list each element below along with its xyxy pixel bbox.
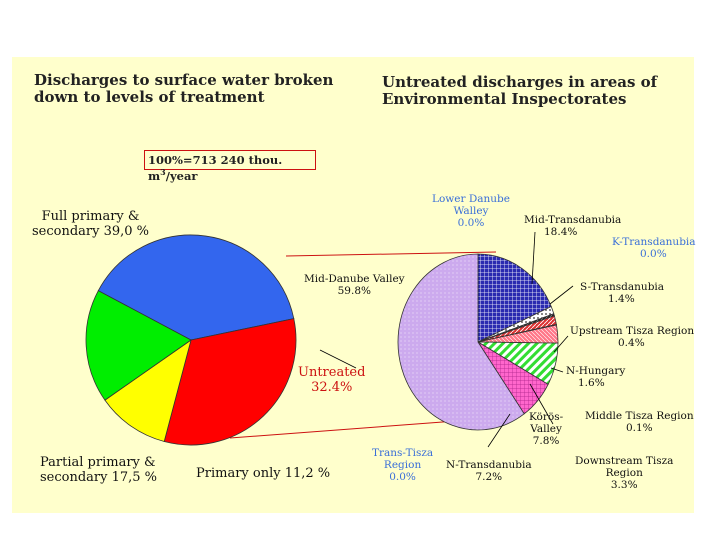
n-transdanubia-leader-line bbox=[487, 413, 511, 448]
slice-partial-primary-secondary-17-5 bbox=[85, 290, 192, 401]
left-title: Discharges to surface water broken down … bbox=[34, 71, 334, 107]
label-k-transdanubia: K-Transdanubia 0.0% bbox=[612, 236, 696, 261]
label-downstream-tisza: Downstream Tisza Region 3.3% bbox=[575, 455, 674, 492]
label-middle-tisza: Middle Tisza Region 0.1% bbox=[585, 410, 694, 435]
unit-note: 100%=713 240 thou. m3/year bbox=[144, 150, 316, 183]
label-upstream-tisza: Upstream Tisza Region 0.4% bbox=[570, 325, 695, 350]
slice-mid-danube-valley bbox=[397, 253, 525, 431]
label-n-transdanubia: N-Transdanubia 7.2% bbox=[446, 459, 532, 484]
s-transdanubia-leader-line bbox=[549, 285, 574, 305]
untreated-leader-line bbox=[319, 349, 357, 369]
mid-transdanubia-leader-line bbox=[531, 231, 536, 285]
treatment-pie bbox=[85, 234, 297, 446]
label-full-primary-secondary: Full primary & secondary 39,0 % bbox=[32, 209, 150, 239]
label-s-transdanubia: S-Transdanubia 1.4% bbox=[580, 281, 665, 306]
n-hungary-leader-line bbox=[550, 367, 564, 373]
inspectorates-pie bbox=[397, 253, 559, 431]
label-lower-danube: Lower Danube Walley 0.0% bbox=[432, 193, 510, 230]
slice-full-primary-secondary-39-0 bbox=[97, 234, 295, 341]
label-partial-primary-secondary: Partial primary & secondary 17,5 % bbox=[40, 455, 158, 485]
connector-line-top bbox=[285, 251, 497, 257]
right-title: Untreated discharges in areas of Environ… bbox=[382, 73, 658, 109]
koros-leader-line bbox=[529, 383, 554, 425]
upstream-tisza-leader-line bbox=[553, 335, 569, 353]
slice-primary-only-11-2 bbox=[104, 339, 192, 443]
label-koros-valley: Körös- Valley 7.8% bbox=[529, 411, 564, 448]
label-untreated: Untreated 32.4% bbox=[298, 365, 366, 395]
label-primary-only: Primary only 11,2 % bbox=[196, 466, 331, 481]
label-trans-tisza: Trans-Tisza Region 0.0% bbox=[372, 447, 434, 484]
label-mid-danube-valley: Mid-Danube Valley 59.8% bbox=[304, 273, 405, 298]
label-n-hungary: N-Hungary 1.6% bbox=[566, 365, 626, 390]
slice-untreated-32-4 bbox=[163, 318, 297, 446]
label-mid-transdanubia: Mid-Transdanubia 18.4% bbox=[524, 214, 622, 239]
slice-mid-transdanubia bbox=[477, 253, 552, 343]
